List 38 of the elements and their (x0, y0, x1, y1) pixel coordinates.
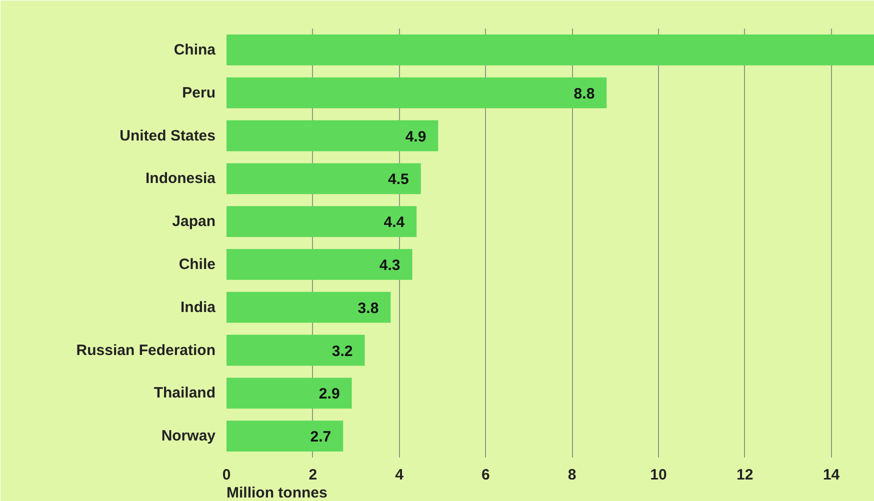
bar (226, 206, 417, 237)
y-tick-label: Russian Federation (76, 342, 216, 359)
y-tick-label: Indonesia (145, 170, 216, 188)
bar (226, 378, 352, 409)
bar (226, 163, 421, 194)
bar (226, 120, 438, 152)
x-tick-label: 14 (822, 466, 840, 484)
y-tick-label: Japan (172, 213, 216, 230)
y-tick-label: Chile (178, 256, 216, 273)
data-label: 3.8 (358, 300, 379, 317)
y-tick-label: Peru (182, 84, 216, 102)
data-label: 3.2 (332, 342, 353, 360)
data-label: 8.8 (574, 85, 595, 102)
x-tick-label: 10 (650, 466, 667, 484)
x-tick-label: 8 (568, 466, 576, 484)
data-label: 2.7 (310, 428, 332, 446)
x-tick-label: 12 (736, 466, 754, 484)
x-tick-label: 4 (395, 466, 404, 484)
y-tick-label: United States (120, 127, 216, 144)
bar (226, 34, 874, 66)
bar (226, 77, 607, 108)
y-tick-label: India (180, 298, 216, 316)
y-tick-label: Norway (161, 428, 216, 445)
bar (226, 334, 365, 366)
x-axis-title: Million tonnes (226, 484, 328, 501)
y-tick-label: Thailand (154, 384, 216, 402)
x-tick-label: 0 (222, 466, 231, 484)
bar (226, 292, 391, 323)
bar (226, 249, 412, 280)
data-label: 4.3 (379, 256, 400, 274)
x-tick-label: 6 (482, 466, 490, 484)
bar (226, 420, 344, 452)
data-label: 4.9 (405, 128, 426, 146)
x-tick-label: 2 (308, 466, 318, 484)
data-label: 4.4 (384, 214, 406, 232)
y-tick-label: China (174, 41, 216, 58)
data-label: 4.5 (388, 171, 409, 188)
data-label: 2.9 (318, 386, 340, 403)
